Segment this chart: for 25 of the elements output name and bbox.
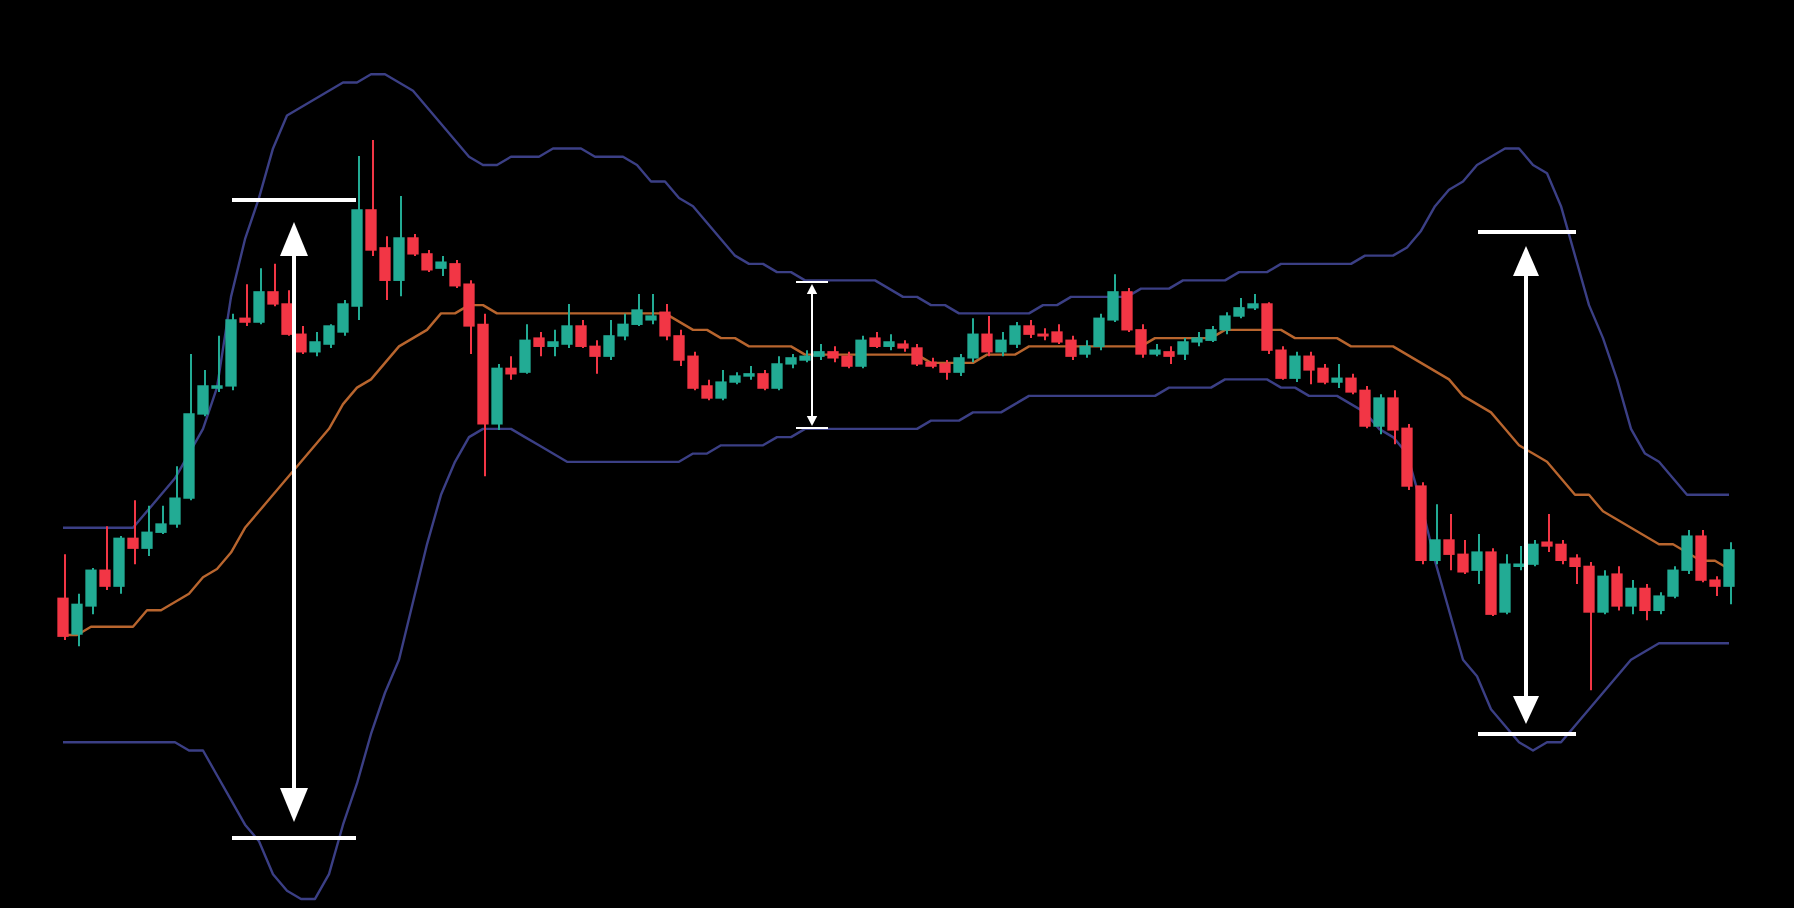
candlestick xyxy=(855,334,867,370)
candlestick xyxy=(1471,532,1483,585)
candlestick xyxy=(295,324,307,356)
candlestick xyxy=(127,499,139,566)
candlestick xyxy=(505,355,517,381)
candlestick xyxy=(99,525,111,592)
candlestick xyxy=(393,195,405,298)
candlestick xyxy=(533,331,545,358)
candlestick xyxy=(1611,565,1623,612)
candlestick xyxy=(435,255,447,277)
candlestick xyxy=(239,283,251,327)
candlestick xyxy=(1289,350,1301,384)
candlestick xyxy=(981,315,993,358)
candlestick xyxy=(757,368,769,392)
candlestick xyxy=(1331,362,1343,390)
candlestick xyxy=(1639,582,1651,622)
candlestick xyxy=(1429,503,1441,566)
candlestick xyxy=(253,267,265,326)
candlestick xyxy=(519,323,531,375)
candlestick xyxy=(57,553,69,642)
candlestick xyxy=(1527,538,1539,568)
candlestick xyxy=(1373,393,1385,436)
candlestick xyxy=(1597,569,1609,616)
candlestick xyxy=(1723,541,1735,606)
candlestick xyxy=(1625,579,1637,616)
